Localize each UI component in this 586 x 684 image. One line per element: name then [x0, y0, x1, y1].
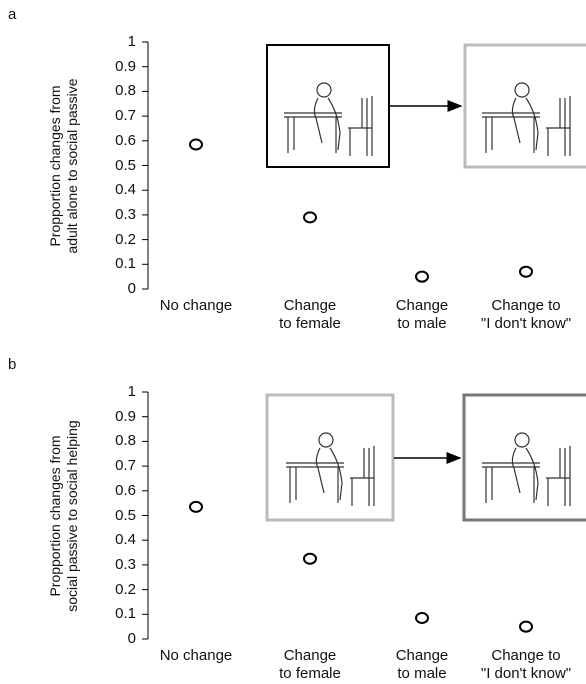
y-tick-label: 0.2 [96, 581, 136, 599]
panel-label: b [8, 356, 16, 374]
y-tick-label: 1 [96, 33, 136, 51]
x-tick-label: Change to "I don't know" [471, 647, 581, 683]
y-tick-label: 0.6 [96, 132, 136, 150]
x-tick-label: Change to male [367, 647, 477, 683]
y-tick-label: 0.7 [96, 107, 136, 125]
x-tick-label: No change [141, 647, 251, 665]
y-tick-label: 0.7 [96, 457, 136, 475]
y-tick-label: 0.8 [96, 82, 136, 100]
y-tick-label: 0 [96, 280, 136, 298]
data-point [190, 502, 202, 512]
y-axis-label: Propportion changes from social passive … [47, 386, 81, 646]
x-tick-label: Change to male [367, 297, 477, 333]
y-tick-label: 0.3 [96, 556, 136, 574]
y-tick-label: 1 [96, 383, 136, 401]
data-point [520, 622, 532, 632]
data-point [520, 267, 532, 277]
data-point [304, 212, 316, 222]
y-tick-label: 0.1 [96, 605, 136, 623]
y-tick-label: 0.1 [96, 255, 136, 273]
y-axis-label: Propportion changes from adult alone to … [47, 36, 81, 296]
y-tick-label: 0.4 [96, 181, 136, 199]
x-tick-label: Change to "I don't know" [471, 297, 581, 333]
y-tick-label: 0.9 [96, 408, 136, 426]
y-tick-label: 0.4 [96, 531, 136, 549]
y-tick-label: 0.8 [96, 432, 136, 450]
data-point [416, 613, 428, 623]
y-tick-label: 0.2 [96, 231, 136, 249]
y-tick-label: 0.5 [96, 157, 136, 175]
y-tick-label: 0.6 [96, 482, 136, 500]
y-tick-label: 0.5 [96, 507, 136, 525]
y-tick-label: 0.9 [96, 58, 136, 76]
data-point [416, 272, 428, 282]
y-tick-label: 0 [96, 630, 136, 648]
illustration [267, 45, 586, 520]
x-tick-label: No change [141, 297, 251, 315]
y-tick-label: 0.3 [96, 206, 136, 224]
chart [0, 0, 586, 684]
x-tick-label: Change to female [255, 647, 365, 683]
figure: a Propportion changes from adult alone to… [0, 0, 586, 684]
x-tick-label: Change to female [255, 297, 365, 333]
data-point [190, 140, 202, 150]
data-point [304, 554, 316, 564]
panel-label: a [8, 6, 16, 24]
